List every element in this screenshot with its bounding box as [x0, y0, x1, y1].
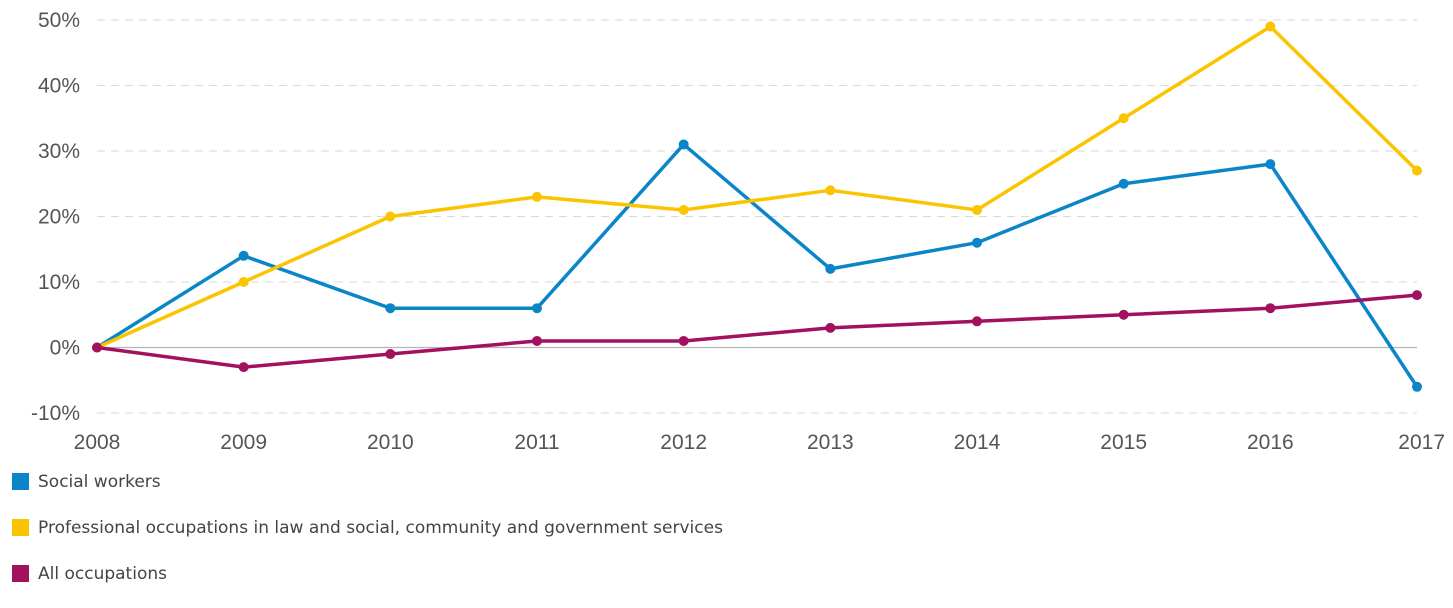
data-point-social-workers-2012[interactable]: [678, 139, 689, 150]
gridlines: [97, 19, 1417, 414]
x-tick-label: 2011: [514, 431, 559, 454]
legend-swatch-all-occupations: [12, 565, 29, 582]
data-point-professional-occupations-in-law-and-social-community-and-government-services-2012[interactable]: [678, 204, 689, 215]
x-tick-label: 2009: [220, 431, 267, 454]
data-point-all-occupations-2017[interactable]: [1412, 290, 1422, 301]
series-line-all-occupations: [95, 293, 1419, 369]
data-point-all-occupations-2014[interactable]: [972, 316, 982, 327]
legend: Social workers Professional occupations …: [12, 470, 723, 608]
data-point-professional-occupations-in-law-and-social-community-and-government-services-2015[interactable]: [1118, 113, 1129, 124]
data-point-professional-occupations-in-law-and-social-community-and-government-services-2016[interactable]: [1265, 21, 1276, 32]
y-tick-label: 20%: [38, 206, 80, 229]
x-tick-label: 2016: [1247, 431, 1294, 454]
y-tick-label: 50%: [38, 9, 80, 32]
data-point-social-workers-2011[interactable]: [532, 303, 542, 314]
series-lines: [92, 21, 1422, 392]
data-point-all-occupations-2013[interactable]: [825, 322, 836, 333]
data-point-social-workers-2010[interactable]: [385, 303, 396, 314]
legend-label-professional-occupations: Professional occupations in law and soci…: [38, 517, 723, 538]
data-point-professional-occupations-in-law-and-social-community-and-government-services-2013[interactable]: [825, 185, 836, 196]
y-tick-label: -10%: [31, 402, 80, 425]
data-point-all-occupations-2008[interactable]: [92, 342, 102, 353]
series-line-professional-occupations-in-law-and-social-community-and-government-services: [95, 24, 1419, 350]
y-tick-label: 0%: [50, 337, 80, 360]
data-point-all-occupations-2009[interactable]: [238, 362, 249, 373]
series-social-workers: [92, 139, 1422, 392]
x-tick-label: 2010: [367, 431, 414, 454]
x-axis-ticks: 2008 2009 2010 2011 2012 2013 2014 2015 2016 2017: [74, 431, 1445, 454]
legend-item-professional-occupations[interactable]: Professional occupations in law and soci…: [12, 516, 723, 539]
legend-item-social-workers[interactable]: Social workers: [12, 470, 723, 493]
data-point-social-workers-2015[interactable]: [1118, 178, 1129, 189]
legend-swatch-social-workers: [12, 473, 29, 490]
series-line-social-workers: [95, 142, 1419, 389]
legend-label-social-workers: Social workers: [38, 471, 161, 492]
data-point-all-occupations-2015[interactable]: [1118, 309, 1129, 320]
legend-label-all-occupations: All occupations: [38, 563, 167, 584]
x-tick-label: 2012: [660, 431, 707, 454]
series-all-occupations: [92, 290, 1422, 373]
x-tick-label: 2013: [807, 431, 854, 454]
data-point-social-workers-2014[interactable]: [972, 237, 982, 248]
data-point-professional-occupations-in-law-and-social-community-and-government-services-2011[interactable]: [532, 191, 542, 202]
data-point-social-workers-2016[interactable]: [1265, 159, 1276, 170]
legend-item-all-occupations[interactable]: All occupations: [12, 562, 723, 585]
x-tick-label: 2008: [74, 431, 121, 454]
y-tick-label: 30%: [38, 140, 80, 163]
x-tick-label: 2015: [1100, 431, 1147, 454]
y-tick-label: 40%: [38, 75, 80, 98]
series-professional-occupations-in-law-and-social-community-and-government-services: [92, 21, 1422, 353]
data-point-social-workers-2013[interactable]: [825, 263, 836, 274]
data-point-all-occupations-2012[interactable]: [678, 335, 689, 346]
data-point-social-workers-2009[interactable]: [238, 250, 249, 261]
x-tick-label: 2014: [954, 431, 1001, 454]
data-point-social-workers-2017[interactable]: [1412, 381, 1422, 392]
data-point-professional-occupations-in-law-and-social-community-and-government-services-2014[interactable]: [972, 204, 982, 215]
data-point-all-occupations-2011[interactable]: [532, 335, 542, 346]
y-axis-ticks: -10% 0% 10% 20% 30% 40% 50%: [31, 9, 80, 425]
y-tick-label: 10%: [38, 271, 80, 294]
data-point-professional-occupations-in-law-and-social-community-and-government-services-2017[interactable]: [1412, 165, 1422, 176]
data-point-all-occupations-2010[interactable]: [385, 349, 396, 360]
data-point-professional-occupations-in-law-and-social-community-and-government-services-2010[interactable]: [385, 211, 396, 222]
data-point-professional-occupations-in-law-and-social-community-and-government-services-2009[interactable]: [238, 277, 249, 287]
legend-swatch-professional-occupations: [12, 519, 29, 536]
x-tick-label: 2017: [1398, 431, 1445, 454]
line-chart: -10%0%10%20%30%40%50% 2008 2009 2010 2011 20…: [31, 9, 1445, 454]
data-point-all-occupations-2016[interactable]: [1265, 303, 1276, 314]
